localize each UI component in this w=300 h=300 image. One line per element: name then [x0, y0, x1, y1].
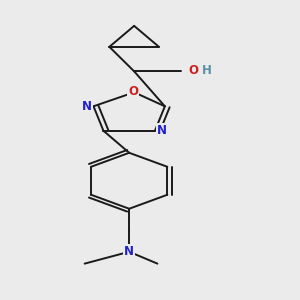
Text: N: N — [157, 124, 167, 137]
Text: O: O — [189, 64, 199, 77]
Text: N: N — [82, 100, 92, 113]
Text: N: N — [124, 245, 134, 258]
Text: O: O — [128, 85, 138, 98]
Text: H: H — [202, 64, 212, 77]
